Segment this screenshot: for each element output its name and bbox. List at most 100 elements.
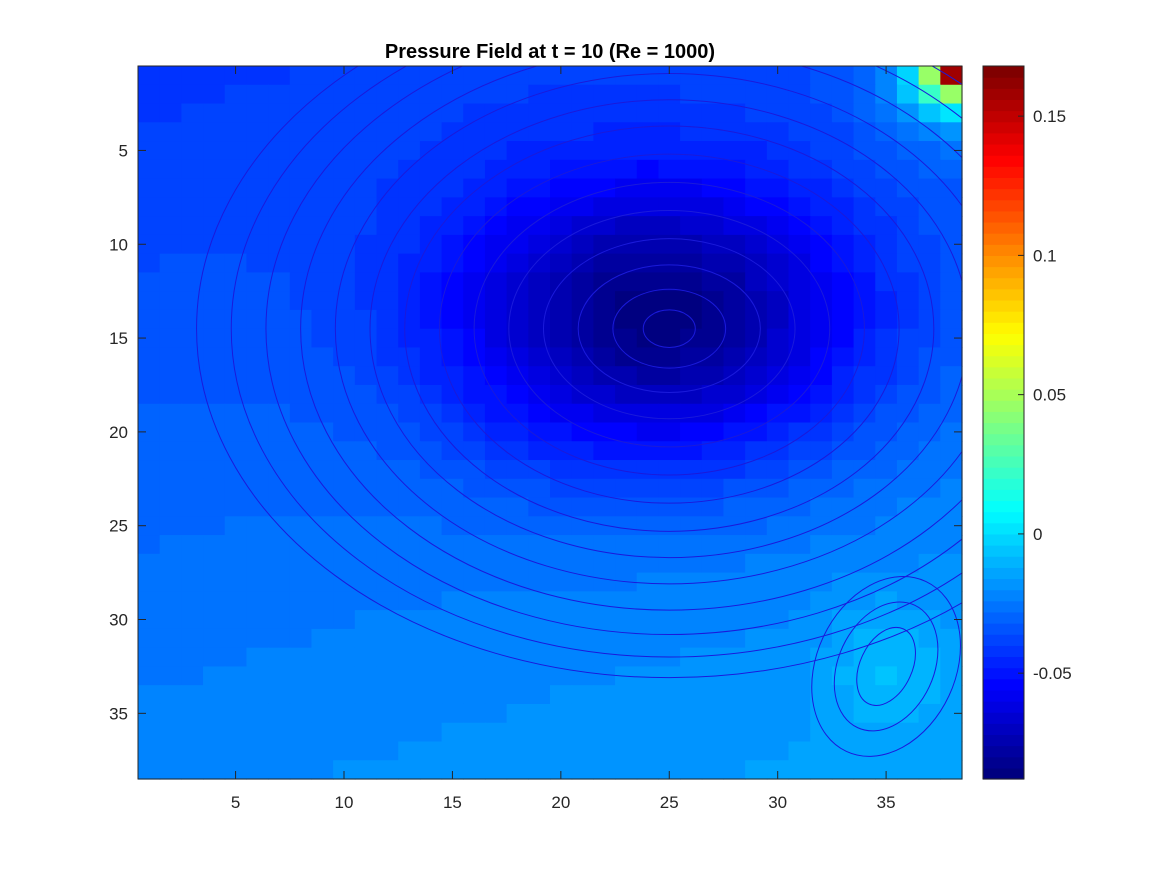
heatmap-cell (636, 159, 660, 180)
heatmap-cell (441, 685, 464, 705)
heatmap-cell (918, 347, 941, 367)
heatmap-cell (268, 647, 291, 668)
colorbar-segment (983, 389, 1024, 401)
heatmap-cell (138, 516, 161, 536)
heatmap-cell (831, 328, 855, 349)
heatmap-cell (571, 84, 594, 105)
heatmap-cell (419, 516, 443, 536)
heatmap-cell (246, 478, 269, 499)
heatmap-cell (680, 84, 703, 105)
streamline-path (612, 288, 727, 369)
heatmap-cell (853, 647, 876, 668)
heatmap-cell (311, 516, 334, 536)
heatmap-cell (246, 272, 269, 292)
heatmap-cell (268, 141, 291, 161)
heatmap-cell (376, 703, 399, 724)
heatmap-cell (875, 422, 898, 442)
heatmap-cell (831, 516, 855, 536)
streamline (473, 181, 865, 476)
heatmap-cell (550, 234, 573, 255)
heatmap-cell (701, 178, 725, 198)
heatmap-cell (615, 760, 638, 780)
heatmap-cell (463, 516, 486, 536)
heatmap-cell (615, 741, 638, 761)
heatmap-cell (680, 591, 703, 611)
heatmap-cell (701, 347, 725, 367)
heatmap-cell (398, 216, 421, 236)
heatmap-cell (940, 685, 963, 705)
heatmap-cell (528, 610, 551, 630)
heatmap-cell (723, 666, 746, 686)
heatmap-cell (853, 760, 876, 780)
heatmap-cell (896, 478, 920, 499)
heatmap-cell (289, 647, 313, 668)
heatmap-cell (723, 647, 746, 668)
heatmap-cell (745, 610, 768, 630)
heatmap-cell (766, 497, 790, 517)
heatmap-cell (788, 309, 811, 330)
heatmap-cell (701, 591, 725, 611)
heatmap-cell (745, 272, 768, 292)
heatmap-cell (723, 760, 746, 780)
heatmap-cell (289, 66, 313, 86)
heatmap-cell (419, 685, 443, 705)
heatmap-cell (658, 422, 681, 442)
colorbar-tick-label: 0 (1033, 525, 1042, 544)
heatmap-cell (615, 216, 638, 236)
heatmap-cell (398, 422, 421, 442)
heatmap-cell (506, 178, 529, 198)
heatmap-cell (138, 628, 161, 649)
heatmap-cell (658, 572, 681, 592)
heatmap-cell (528, 628, 551, 649)
heatmap-cell (853, 216, 876, 236)
heatmap-cell (658, 272, 681, 292)
heatmap-cell (203, 159, 226, 180)
heatmap-cell (354, 741, 378, 761)
heatmap-cell (918, 535, 941, 555)
heatmap-cell (333, 216, 356, 236)
heatmap-cell (159, 685, 182, 705)
heatmap-cell (831, 553, 855, 574)
heatmap-cell (788, 328, 811, 349)
heatmap-cell (159, 178, 182, 198)
heatmap-cell (419, 253, 443, 273)
heatmap-cell (311, 760, 334, 780)
heatmap-cell (853, 197, 876, 217)
heatmap-cell (311, 66, 334, 86)
heatmap-cell (701, 291, 725, 311)
heatmap-cell (723, 628, 746, 649)
heatmap-cell (506, 403, 529, 424)
heatmap-cell (311, 628, 334, 649)
heatmap-cell (788, 516, 811, 536)
heatmap-cell (723, 272, 746, 292)
streamline-path (230, 66, 962, 658)
heatmap-cell (853, 384, 876, 405)
heatmap-cell (441, 309, 464, 330)
heatmap-cell (831, 197, 855, 217)
heatmap-cell (615, 647, 638, 668)
heatmap-cell (680, 685, 703, 705)
heatmap-cell (354, 328, 378, 349)
colorbar-segment (983, 311, 1024, 323)
heatmap-cell (419, 309, 443, 330)
heatmap-cell (484, 610, 508, 630)
heatmap-cell (138, 347, 161, 367)
heatmap-cell (636, 591, 660, 611)
heatmap-cell (398, 497, 421, 517)
heatmap-cell (766, 122, 790, 142)
heatmap-cell (398, 309, 421, 330)
heatmap-cell (506, 722, 529, 743)
streamline (300, 66, 962, 611)
heatmap-cell (224, 66, 248, 86)
heatmap-cell (246, 572, 269, 592)
heatmap-cell (506, 628, 529, 649)
heatmap-cell (441, 291, 464, 311)
heatmap-cell (484, 460, 508, 480)
heatmap-cell (311, 703, 334, 724)
heatmap-cell (224, 516, 248, 536)
heatmap-cell (419, 478, 443, 499)
heatmap-cell (354, 234, 378, 255)
heatmap-cell (289, 234, 313, 255)
heatmap-cell (376, 309, 399, 330)
heatmap-cell (463, 291, 486, 311)
